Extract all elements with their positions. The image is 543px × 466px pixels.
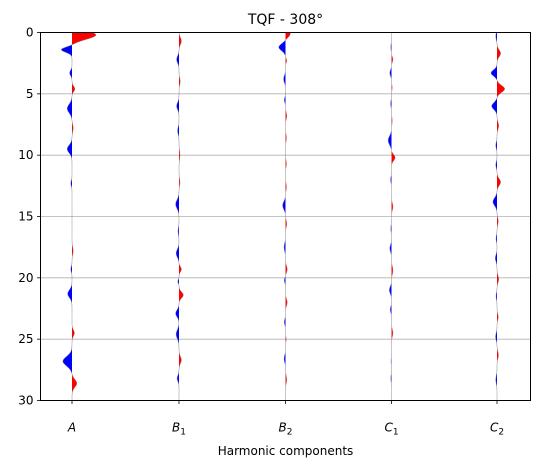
negative-fill bbox=[388, 32, 392, 401]
x-axis-label: Harmonic components bbox=[218, 444, 354, 458]
y-tick-label: 25 bbox=[18, 332, 33, 346]
y-tick-label: 0 bbox=[26, 26, 34, 40]
chart-title: TQF - 308° bbox=[247, 12, 323, 28]
positive-fill bbox=[179, 32, 184, 401]
y-tick-label: 20 bbox=[18, 271, 33, 285]
trace-line bbox=[278, 32, 291, 401]
x-tick-label: A bbox=[67, 421, 76, 435]
trace-line bbox=[175, 32, 184, 401]
x-tick-label: C2 bbox=[490, 421, 504, 438]
negative-fill bbox=[491, 32, 497, 401]
trace-group bbox=[175, 32, 184, 401]
trace-line bbox=[61, 32, 97, 401]
y-tick-label: 30 bbox=[18, 394, 33, 408]
y-axis-ticks: 0 5 10 15 20 25 30 bbox=[18, 26, 41, 408]
trace-group bbox=[490, 32, 505, 401]
x-tick-label: B2 bbox=[279, 421, 293, 438]
x-tick-label: B1 bbox=[172, 421, 186, 438]
trace-line bbox=[387, 32, 396, 401]
trace-line bbox=[490, 32, 505, 401]
y-tick-label: 15 bbox=[18, 210, 33, 224]
trace-group bbox=[278, 32, 291, 401]
x-axis-ticks: A B1 B2 C1 C2 bbox=[67, 400, 504, 438]
waveform-traces bbox=[61, 32, 505, 401]
y-tick-label: 10 bbox=[18, 148, 33, 162]
y-tick-label: 5 bbox=[26, 87, 34, 101]
negative-fill bbox=[61, 32, 72, 401]
x-tick-label: C1 bbox=[384, 421, 398, 438]
negative-fill bbox=[175, 32, 179, 401]
trace-group bbox=[61, 32, 97, 401]
trace-group bbox=[387, 32, 396, 401]
